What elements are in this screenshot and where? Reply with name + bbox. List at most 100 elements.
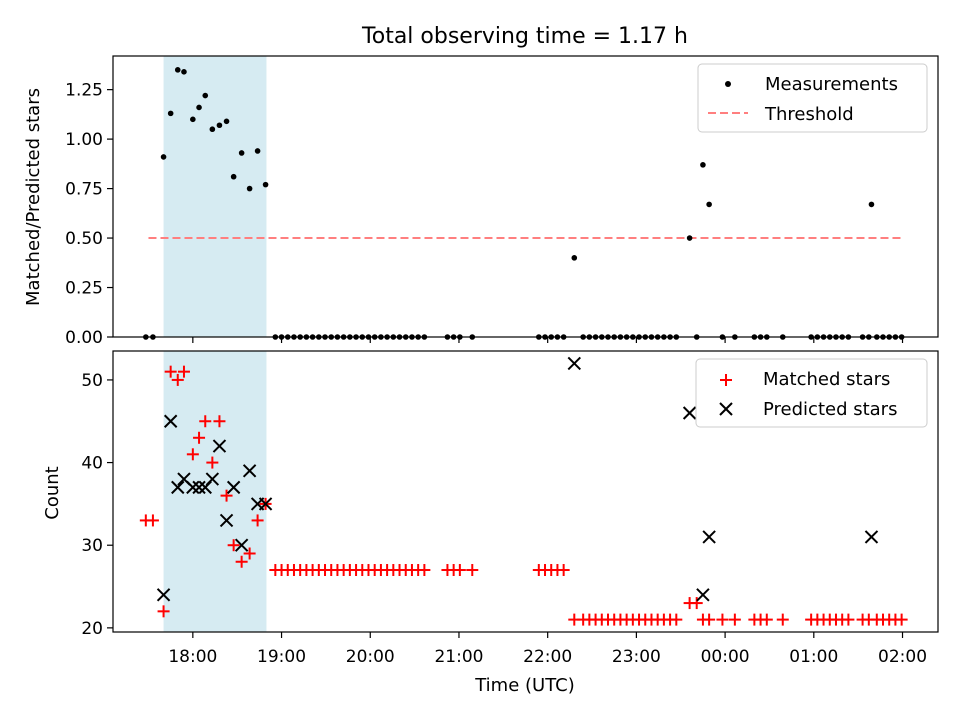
- count-shaded-span: [163, 351, 267, 632]
- ratio-legend-box: [697, 63, 928, 133]
- predicted-star-stroke-b: [156, 588, 171, 602]
- matched-star-point: [193, 431, 206, 444]
- x-tick-label: 23:00: [612, 647, 661, 667]
- measurement-point: [262, 181, 269, 188]
- matched-star-point: [776, 613, 789, 626]
- measurement-point: [238, 150, 245, 156]
- matched-star-point: [703, 613, 716, 626]
- predicted-star-point: [242, 464, 257, 478]
- predicted-star-stroke-b: [219, 513, 234, 528]
- matched-star-point: [171, 373, 184, 386]
- count-legend: Matched stars Predicted stars: [695, 358, 928, 428]
- predicted-star-point: [234, 538, 249, 552]
- predicted-star-stroke-b: [567, 356, 581, 371]
- matched-star-point: [243, 547, 256, 560]
- predicted-star-point: [682, 406, 697, 420]
- y-tick-label: 1.00: [65, 130, 103, 150]
- panel-counts: 20 30 40 50 18:00 19:00 20:00 21:00 22:00 23:00 0…: [42, 350, 939, 696]
- measurement-point: [196, 104, 202, 111]
- predicted-star-point: [163, 414, 178, 428]
- matched-star-point: [227, 539, 240, 552]
- matched-star-point: [213, 415, 226, 428]
- count-legend-box: [695, 358, 928, 428]
- predicted-star-point: [702, 530, 716, 544]
- panel-ratio: Total observing time = 1.17 h 0.00 0.25 0.…: [23, 24, 939, 348]
- y-tick-label: 20: [81, 619, 103, 639]
- matched-star-point: [690, 597, 703, 610]
- count-matched-points: [139, 365, 908, 626]
- predicted-star-point: [156, 588, 171, 602]
- matched-star-point: [760, 613, 773, 626]
- count-y-axis: 20 30 40 50: [81, 371, 113, 639]
- ratio-axes-frame: [112, 55, 939, 338]
- shaded-span-rect: [163, 56, 267, 337]
- matched-star-point: [466, 564, 479, 577]
- count-predicted-points: [156, 356, 879, 602]
- count-legend-matched-label: Matched stars: [763, 369, 890, 390]
- y-tick-label: 30: [81, 536, 103, 556]
- matched-star-point: [177, 365, 190, 378]
- count-legend-predicted-label: Predicted stars: [763, 399, 897, 420]
- predicted-star-point: [219, 513, 234, 528]
- ratio-legend-measurements-marker: [725, 81, 731, 87]
- predicted-star-point: [186, 480, 200, 495]
- ratio-shaded-span: [163, 56, 267, 337]
- measurement-point: [230, 173, 237, 180]
- x-tick-label: 00:00: [701, 647, 750, 667]
- shaded-span-rect: [163, 351, 267, 632]
- x-tick-label: 02:00: [878, 647, 927, 667]
- x-tick-label: 21:00: [434, 647, 483, 667]
- y-tick-label: 50: [81, 371, 103, 391]
- predicted-star-stroke-b: [234, 538, 249, 552]
- count-legend-matched-marker: [720, 374, 732, 386]
- predicted-star-point: [226, 480, 241, 495]
- x-tick-label: 22:00: [523, 647, 572, 667]
- matched-star-point: [842, 613, 855, 626]
- ratio-x-ticks: [192, 337, 904, 343]
- predicted-star-point: [258, 497, 273, 511]
- predicted-star-stroke-b: [212, 439, 227, 453]
- predicted-star-point: [171, 480, 185, 495]
- measurement-point: [209, 126, 216, 133]
- predicted-star-point: [567, 356, 581, 371]
- predicted-star-point: [212, 439, 227, 453]
- y-tick-label: 0.25: [65, 279, 103, 299]
- matched-star-point: [728, 613, 741, 626]
- matched-star-point: [251, 514, 264, 527]
- predicted-star-stroke-b: [696, 588, 710, 602]
- predicted-star-stroke-b: [171, 480, 185, 495]
- measurement-point: [190, 116, 196, 123]
- matched-star-point: [453, 564, 466, 577]
- measurement-point: [868, 201, 875, 208]
- ratio-legend-threshold-label: Threshold: [764, 104, 854, 125]
- chart-title: Total observing time = 1.17 h: [361, 24, 688, 49]
- predicted-star-stroke-b: [242, 464, 257, 478]
- predicted-star-stroke-b: [192, 480, 206, 495]
- ratio-y-axis: 0.00 0.25 0.50 0.75 1.00 1.25: [65, 81, 113, 348]
- predicted-star-stroke-b: [163, 414, 178, 428]
- measurement-point: [246, 185, 253, 192]
- measurement-point: [686, 235, 693, 241]
- count-x-axis: 18:00 19:00 20:00 21:00 22:00 23:00 00:00 01:00…: [168, 632, 927, 667]
- matched-star-point: [164, 365, 177, 378]
- predicted-star-stroke-b: [186, 480, 200, 495]
- matched-star-point: [186, 448, 199, 461]
- measurement-point: [223, 118, 230, 125]
- x-axis-label: Time (UTC): [474, 675, 575, 696]
- measurement-point: [202, 92, 209, 99]
- measurement-point: [254, 148, 261, 154]
- predicted-star-stroke-b: [258, 497, 273, 511]
- y-tick-label: 1.25: [65, 81, 103, 101]
- predicted-star-stroke-b: [682, 406, 697, 420]
- y-tick-label: 40: [81, 454, 103, 474]
- predicted-star-stroke-b: [226, 480, 241, 495]
- y-tick-label: 0.75: [65, 180, 103, 200]
- y-tick-label: 0.00: [65, 328, 103, 348]
- matched-star-point: [895, 613, 908, 626]
- predicted-star-stroke-b: [205, 472, 220, 486]
- ratio-legend-measurements-label: Measurements: [765, 74, 898, 95]
- count-legend-predicted-marker: [719, 402, 733, 416]
- matched-star-point: [199, 415, 212, 428]
- x-tick-label: 01:00: [789, 647, 838, 667]
